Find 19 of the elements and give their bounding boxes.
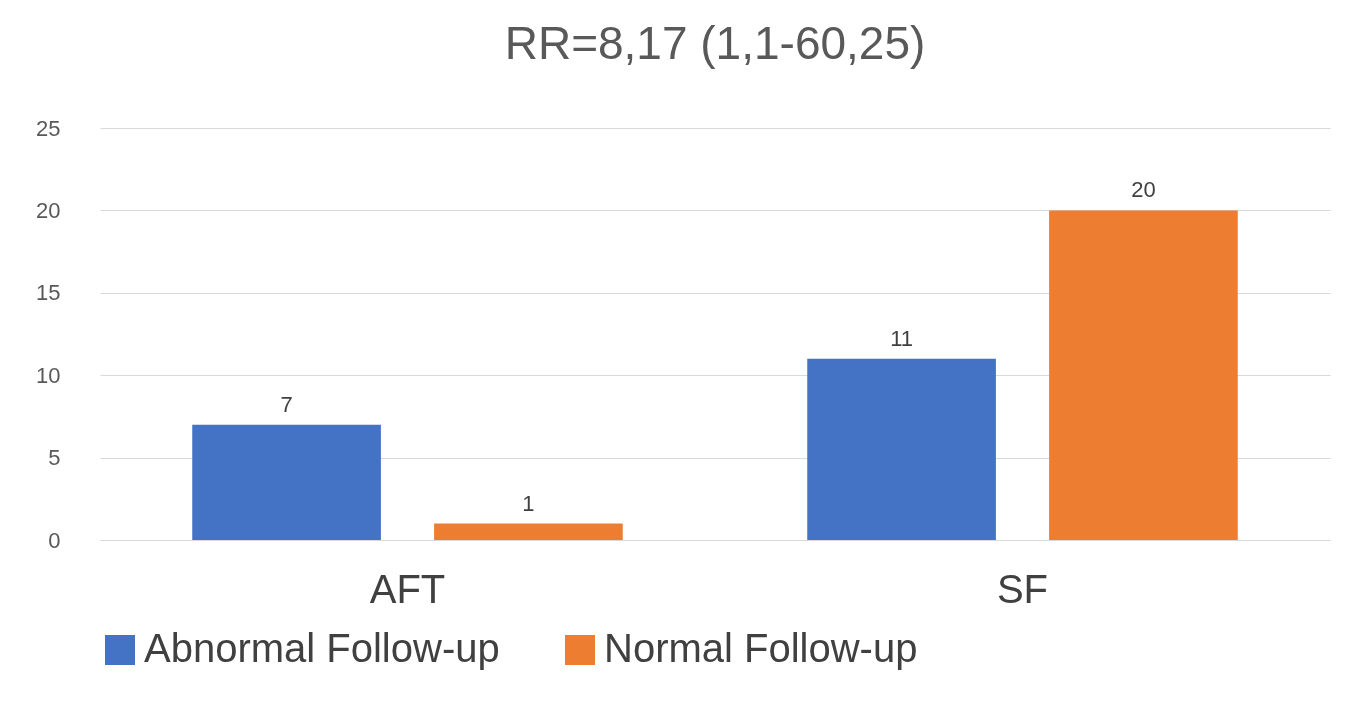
- y-tick-label: 15: [36, 280, 61, 306]
- x-tick-label: AFT: [369, 566, 446, 611]
- y-tick-label: 5: [48, 445, 61, 471]
- data-label: 20: [1131, 177, 1156, 203]
- data-label: 7: [280, 391, 293, 417]
- y-tick-label: 10: [36, 362, 61, 388]
- x-tick-label: SF: [996, 566, 1049, 611]
- bar: [1049, 210, 1238, 540]
- legend-label: Abnormal Follow-up: [144, 626, 500, 670]
- chart-title: RR=8,17 (1,1-60,25): [504, 17, 926, 69]
- y-tick-label: 25: [36, 115, 61, 141]
- bar: [192, 424, 381, 540]
- data-label: 11: [890, 325, 913, 351]
- data-label: 1: [522, 490, 535, 516]
- legend-label: Normal Follow-up: [604, 626, 918, 670]
- y-tick-label: 0: [48, 527, 61, 553]
- y-tick-label: 20: [36, 197, 61, 223]
- bar: [807, 358, 996, 540]
- bar: [434, 523, 623, 540]
